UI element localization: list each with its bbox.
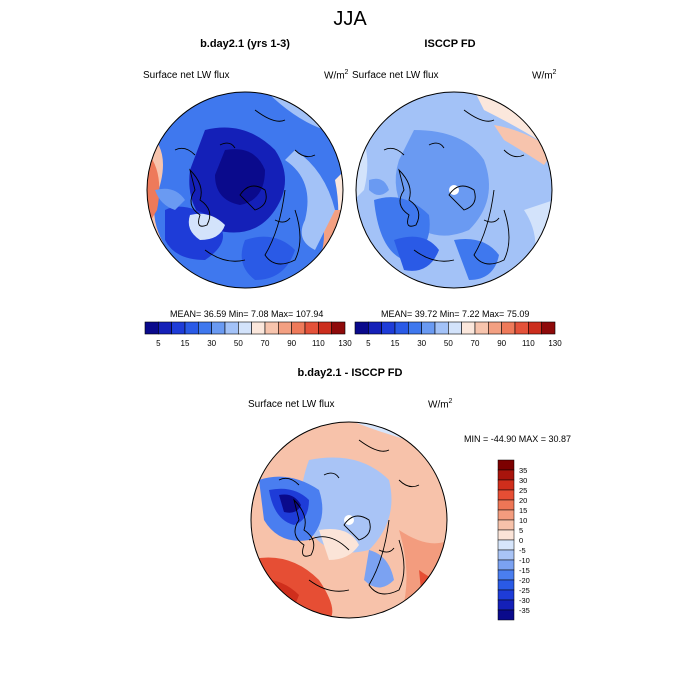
colorbar-difference-swatch: [497, 579, 515, 591]
colorbar-difference-tick-label: 15: [519, 506, 527, 515]
colorbar-left-swatch: [224, 321, 239, 335]
colorbar-left-swatch: [291, 321, 306, 335]
colorbar-left-swatch: [144, 321, 159, 335]
colorbar-left-swatch: [158, 321, 172, 335]
colorbar-right-swatch: [474, 321, 489, 335]
colorbar-difference-swatch: [497, 459, 515, 471]
colorbar-difference-swatch: [497, 599, 515, 611]
colorbar-difference-swatch: [497, 569, 515, 581]
colorbar-difference-swatch: [497, 549, 515, 561]
colorbar-left-swatch: [211, 321, 226, 335]
colorbar-difference-tick-label: -10: [519, 556, 530, 565]
panel-left-variable: Surface net LW flux: [143, 70, 230, 81]
colorbar-right-swatch: [461, 321, 476, 335]
colorbar-difference-tick-label: -35: [519, 606, 530, 615]
colorbar-difference-swatch: [497, 529, 515, 541]
colorbar-right-swatch: [408, 321, 422, 335]
polar-map-observation: [355, 91, 553, 289]
colorbar-left-tick-label: 50: [234, 339, 243, 348]
colorbar-right-tick-label: 30: [417, 339, 426, 348]
colorbar-right-tick-label: 15: [391, 339, 400, 348]
colorbar-right-swatch: [448, 321, 462, 335]
colorbar-difference-tick-label: -15: [519, 566, 530, 575]
diff-stats: MIN = -44.90 MAX = 30.87: [464, 434, 572, 444]
colorbar-left-tick-label: 15: [181, 339, 190, 348]
colorbar-right-swatch: [421, 321, 436, 335]
figure-title: JJA: [333, 8, 367, 30]
colorbar-difference-swatch: [497, 489, 515, 501]
colorbar-difference-swatch: [497, 559, 515, 571]
colorbar-difference-tick-label: 5: [519, 526, 523, 535]
colorbar-right-swatch: [501, 321, 516, 335]
colorbar-left-swatch: [304, 321, 319, 335]
colorbar-difference-tick-label: 20: [519, 496, 527, 505]
colorbar-difference-tick-label: 35: [519, 466, 527, 475]
colorbar-right-tick-label: 50: [444, 339, 453, 348]
colorbar-left-tick-label: 90: [287, 339, 296, 348]
colorbar-right-swatch: [488, 321, 502, 335]
panel-left-unit: W/m2: [324, 69, 349, 82]
colorbar-difference-swatch: [497, 609, 515, 621]
colorbar-left: 5 15 30 50 70 90 110 130: [144, 321, 352, 348]
polar-map-model: [146, 91, 344, 289]
panel-right-unit: W/m2: [532, 69, 557, 82]
colorbar-right-swatch: [514, 321, 529, 335]
colorbar-difference-tick-label: -25: [519, 586, 530, 595]
colorbar-right-swatch: [381, 321, 396, 335]
colorbar-left-swatch: [331, 321, 346, 335]
colorbar-difference-tick-label: 0: [519, 536, 523, 545]
diff-unit: W/m2: [428, 398, 453, 411]
colorbar-left-tick-label: 130: [338, 339, 352, 348]
colorbar-difference-swatch: [497, 589, 515, 601]
colorbar-left-swatch: [251, 321, 266, 335]
colorbar-difference-tick-label: -20: [519, 576, 530, 585]
colorbar-difference-tick-label: 10: [519, 516, 527, 525]
colorbar-right-swatch: [434, 321, 449, 335]
colorbar-left-swatch: [264, 321, 279, 335]
colorbar-right-tick-label: 70: [471, 339, 480, 348]
colorbar-left-swatch: [198, 321, 212, 335]
colorbar-right-tick-label: 5: [366, 339, 371, 348]
colorbar-difference-swatch: [497, 539, 515, 551]
colorbar-difference-tick-label: -30: [519, 596, 530, 605]
colorbar-left-tick-label: 30: [207, 339, 216, 348]
colorbar-right-swatch: [354, 321, 369, 335]
panel-left-heading: b.day2.1 (yrs 1-3): [200, 38, 290, 50]
panel-left-stats: MEAN= 36.59 Min= 7.08 Max= 107.94: [170, 309, 324, 319]
colorbar-difference-tick-label: 30: [519, 476, 527, 485]
colorbar-difference-swatch: [497, 479, 515, 491]
colorbar-right-swatch: [541, 321, 556, 335]
colorbar-left-swatch: [278, 321, 292, 335]
colorbar-right-tick-label: 110: [522, 339, 535, 348]
colorbar-difference-tick-label: 25: [519, 486, 527, 495]
colorbar-difference-swatch: [497, 469, 515, 481]
colorbar-right-tick-label: 90: [497, 339, 506, 348]
panel-right-variable: Surface net LW flux: [352, 70, 439, 81]
colorbar-right-swatch: [394, 321, 409, 335]
colorbar-left-tick-label: 5: [156, 339, 161, 348]
diff-heading: b.day2.1 - ISCCP FD: [297, 367, 403, 379]
colorbar-right-swatch: [528, 321, 542, 335]
colorbar-right-swatch: [368, 321, 382, 335]
colorbar-left-swatch: [318, 321, 332, 335]
diff-variable: Surface net LW flux: [248, 399, 335, 410]
panel-right-stats: MEAN= 39.72 Min= 7.22 Max= 75.09: [381, 309, 530, 319]
polar-map-difference: [250, 421, 448, 619]
colorbar-difference-swatch: [497, 519, 515, 531]
colorbar-right: 5 15 30 50 70 90 110 130: [354, 321, 562, 348]
colorbar-left-swatch: [184, 321, 199, 335]
colorbar-difference-tick-label: -5: [519, 546, 526, 555]
panel-right-heading: ISCCP FD: [424, 38, 476, 50]
colorbar-difference-swatch: [497, 499, 515, 511]
colorbar-left-swatch: [238, 321, 252, 335]
colorbar-left-tick-label: 110: [312, 339, 325, 348]
colorbar-left-tick-label: 70: [261, 339, 270, 348]
colorbar-difference-swatch: [497, 509, 515, 521]
colorbar-right-tick-label: 130: [548, 339, 562, 348]
colorbar-left-swatch: [171, 321, 186, 335]
